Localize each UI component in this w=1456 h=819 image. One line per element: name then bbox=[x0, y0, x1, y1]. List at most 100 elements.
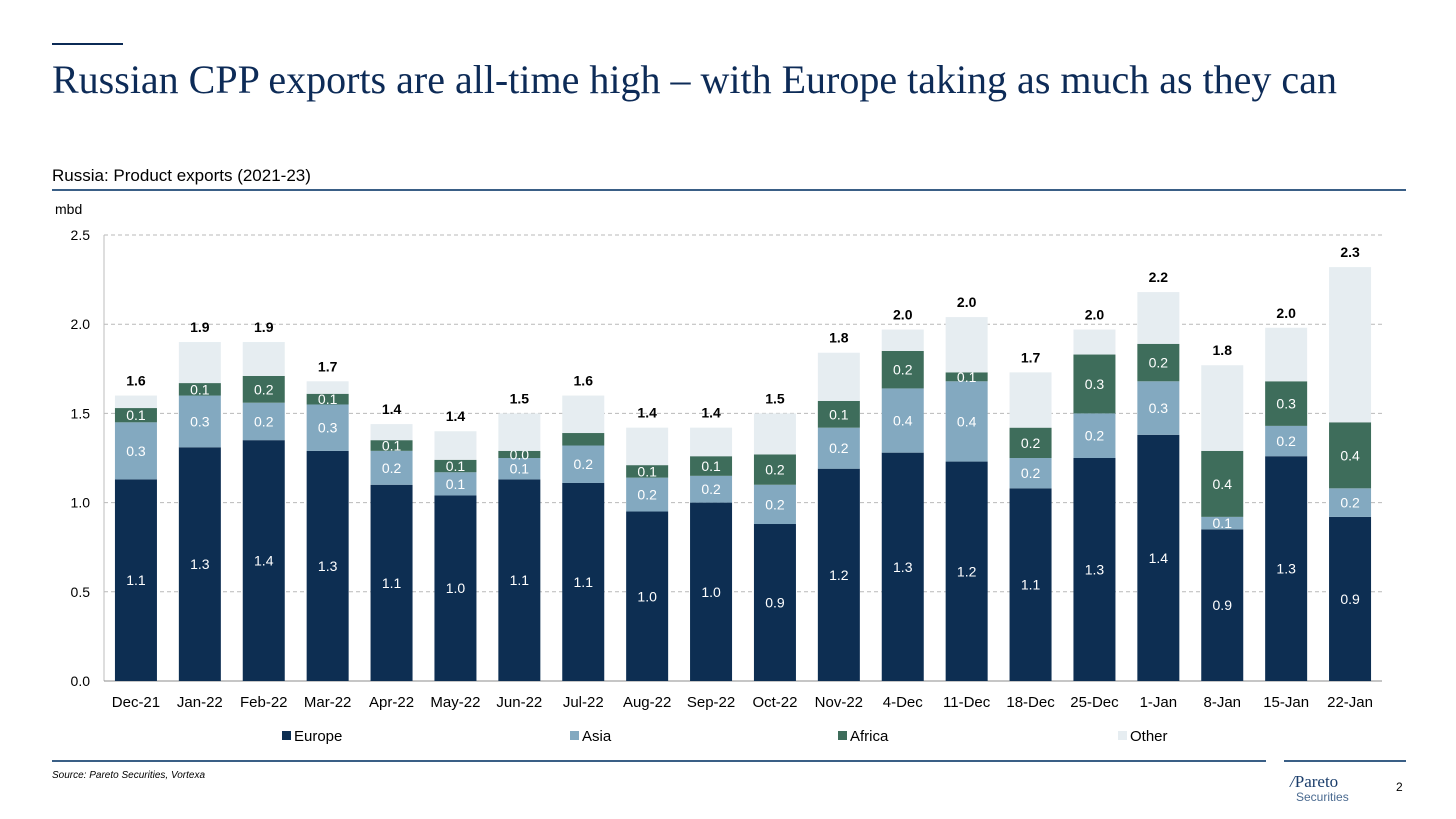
bar-segment-asia bbox=[753, 484, 796, 525]
bar-segment-other bbox=[881, 329, 924, 351]
x-tick-label: Mar-22 bbox=[304, 694, 352, 711]
data-label-africa: 0.2 bbox=[1021, 435, 1041, 451]
data-label-asia: 0.3 bbox=[318, 420, 338, 436]
data-label-europe: 1.3 bbox=[893, 559, 913, 575]
x-tick-label: Dec-21 bbox=[112, 694, 160, 711]
legend-swatch-africa bbox=[838, 731, 847, 740]
data-label-africa: 0.1 bbox=[829, 406, 849, 422]
bar-segment-africa bbox=[881, 350, 924, 389]
data-label-europe: 1.2 bbox=[829, 567, 849, 583]
data-label-asia: 0.4 bbox=[957, 413, 977, 429]
data-label-asia: 0.2 bbox=[1085, 428, 1105, 444]
bar-segment-africa bbox=[1073, 354, 1116, 414]
data-label-asia: 0.2 bbox=[701, 481, 721, 497]
total-label: 1.9 bbox=[254, 319, 274, 335]
bar-segment-europe bbox=[626, 511, 669, 681]
data-label-africa: 0.1 bbox=[446, 458, 466, 474]
chart-subtitle: Russia: Product exports (2021-23) bbox=[52, 166, 311, 185]
data-label-europe: 1.0 bbox=[446, 580, 466, 596]
x-tick-label: Jan-22 bbox=[177, 694, 223, 711]
bar-segment-asia bbox=[817, 427, 860, 469]
logo-name: Pareto bbox=[1294, 772, 1339, 791]
bar-segment-europe bbox=[434, 495, 477, 681]
data-label-africa: 0.1 bbox=[701, 458, 721, 474]
x-tick-label: 8-Jan bbox=[1203, 694, 1241, 711]
data-label-africa: 0.1 bbox=[382, 438, 402, 454]
data-label-europe: 1.1 bbox=[382, 575, 402, 591]
data-label-africa: 0.3 bbox=[1276, 396, 1296, 412]
bar-segment-africa bbox=[498, 450, 541, 458]
bar-segment-other bbox=[1201, 365, 1244, 451]
data-label-europe: 1.3 bbox=[318, 558, 338, 574]
data-label-europe: 1.3 bbox=[190, 556, 210, 572]
total-label: 2.0 bbox=[1085, 307, 1105, 323]
bar-segment-europe bbox=[690, 502, 733, 681]
bar-segment-asia bbox=[306, 404, 349, 451]
legend-swatch-other bbox=[1118, 731, 1127, 740]
data-label-europe: 1.1 bbox=[126, 572, 146, 588]
total-label: 1.4 bbox=[382, 401, 402, 417]
bar-segment-asia bbox=[1201, 516, 1244, 530]
x-tick-label: Feb-22 bbox=[240, 694, 288, 711]
total-label: 1.7 bbox=[1021, 349, 1041, 365]
bar-segment-africa bbox=[1009, 427, 1052, 458]
y-tick-label: 1.5 bbox=[71, 405, 91, 421]
legend-label-africa: Africa bbox=[850, 728, 889, 745]
bar-segment-asia bbox=[498, 458, 541, 480]
total-label: 1.8 bbox=[829, 330, 849, 346]
data-label-africa: 0.4 bbox=[1213, 476, 1233, 492]
x-tick-label: 25-Dec bbox=[1070, 694, 1119, 711]
bar-segment-other bbox=[114, 395, 157, 409]
total-label: 1.9 bbox=[190, 319, 210, 335]
data-label-europe: 1.0 bbox=[637, 588, 657, 604]
x-tick-label: Sep-22 bbox=[687, 694, 735, 711]
page-title: Russian CPP exports are all-time high – … bbox=[52, 57, 1337, 102]
bar-segment-europe bbox=[1329, 516, 1372, 681]
subtitle-rule bbox=[52, 189, 1406, 191]
footer-rule-logo bbox=[1284, 760, 1406, 762]
x-tick-label: Apr-22 bbox=[369, 694, 414, 711]
x-tick-label: 4-Dec bbox=[883, 694, 924, 711]
bar-segment-europe bbox=[178, 447, 221, 681]
total-label: 2.0 bbox=[893, 307, 913, 323]
data-label-africa: 0.2 bbox=[254, 381, 274, 397]
bar-segment-asia bbox=[1137, 381, 1180, 435]
x-tick-label: 1-Jan bbox=[1140, 694, 1178, 711]
bar-segment-europe bbox=[945, 461, 988, 681]
y-tick-label: 1.0 bbox=[71, 495, 91, 511]
data-label-asia: 0.3 bbox=[190, 413, 210, 429]
data-label-africa: 0.1 bbox=[318, 391, 338, 407]
data-label-asia: 0.2 bbox=[637, 487, 657, 503]
y-tick-label: 2.5 bbox=[71, 227, 91, 243]
legend-label-europe: Europe bbox=[294, 728, 342, 745]
total-label: 1.6 bbox=[126, 373, 146, 389]
data-label-asia: 0.1 bbox=[1213, 515, 1233, 531]
x-tick-label: 11-Dec bbox=[943, 694, 991, 711]
total-label: 1.5 bbox=[510, 390, 530, 406]
data-label-africa: 0.2 bbox=[1149, 355, 1169, 371]
bar-segment-other bbox=[1009, 372, 1052, 428]
y-tick-label: 0.5 bbox=[71, 584, 91, 600]
data-label-asia: 0.2 bbox=[574, 456, 594, 472]
bar-segment-asia bbox=[114, 422, 157, 480]
page-number: 2 bbox=[1396, 780, 1403, 794]
data-label-africa: 0.1 bbox=[637, 463, 657, 479]
data-label-europe: 1.3 bbox=[1276, 561, 1296, 577]
bar-segment-asia bbox=[1073, 413, 1116, 458]
bar-segment-other bbox=[306, 381, 349, 394]
bar-segment-other bbox=[817, 352, 860, 401]
data-label-europe: 0.9 bbox=[1213, 597, 1233, 613]
bar-segment-other bbox=[498, 413, 541, 451]
bar-segment-africa bbox=[1137, 343, 1180, 382]
total-label: 2.0 bbox=[957, 294, 977, 310]
bar-segment-africa bbox=[434, 459, 477, 473]
data-label-asia: 0.2 bbox=[829, 440, 849, 456]
bar-segment-other bbox=[1073, 329, 1116, 355]
legend-swatch-europe bbox=[282, 731, 291, 740]
bar-segment-africa bbox=[242, 375, 285, 403]
data-label-asia: 0.2 bbox=[1021, 465, 1041, 481]
total-label: 2.2 bbox=[1149, 269, 1169, 285]
y-axis-label: mbd bbox=[55, 201, 82, 217]
legend-label-asia: Asia bbox=[582, 728, 612, 745]
data-label-asia: 0.4 bbox=[893, 413, 913, 429]
